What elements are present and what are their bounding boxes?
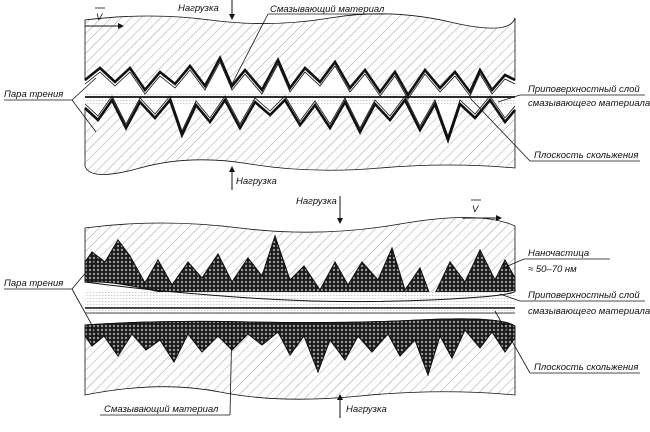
top-near-surface-leader — [497, 94, 521, 103]
top-near-surface-label-1: Приповерхностный слой — [528, 84, 640, 95]
bottom-friction-leader-up — [71, 257, 99, 290]
top-sliding-plane-leader — [469, 97, 531, 162]
bottom-bottom-load-label: Нагрузка — [346, 404, 387, 415]
top-lower-profile — [84, 97, 516, 144]
top-velocity-arrowhead — [118, 23, 124, 29]
top-upper-profile-inner — [84, 61, 516, 100]
bottom-friction-leader-down — [71, 288, 99, 337]
top-friction-leader-up — [71, 77, 97, 101]
bottom-top-load-label: Нагрузка — [296, 196, 337, 207]
bottom-bottom-load-arrowhead — [337, 394, 343, 400]
bottom-diagram: Нагрузка Нагрузка V Пара трения Наночаст… — [4, 196, 650, 418]
nanoparticles-label-1: Наночастица — [528, 248, 589, 259]
top-bottom-load-arrowhead — [229, 166, 235, 172]
bottom-lubricant-leader — [229, 321, 233, 416]
top-upper-profile — [84, 55, 516, 98]
top-velocity-label: V — [96, 12, 104, 23]
bottom-velocity-label: V — [472, 204, 480, 215]
bottom-near-surface-label-2: смазывающего материала — [528, 306, 650, 317]
bottom-lubricant-label: Смазывающий материал — [104, 404, 219, 415]
nanoparticles-label-2: ≈ 50–70 нм — [528, 264, 577, 275]
top-sliding-plane-label: Плоскость скольжения — [534, 150, 638, 161]
top-lubricant-label: Смазывающий материал — [270, 4, 385, 15]
top-friction-leader-down — [71, 99, 97, 133]
top-diagram: Нагрузка Нагрузка V Смазывающий материал… — [4, 0, 650, 190]
bottom-friction-pair-label: Пара трения — [4, 278, 63, 289]
bottom-near-surface-label-1: Приповерхностный слой — [528, 290, 640, 301]
bottom-lubricant-layer — [85, 292, 515, 314]
top-bottom-load-label: Нагрузка — [236, 176, 277, 187]
nanoparticles-leader — [502, 258, 525, 269]
top-lower-profile-inner — [84, 95, 516, 138]
bottom-near-surface-leader — [499, 293, 521, 302]
top-lubricant-leader — [231, 13, 269, 85]
top-near-surface-label-2: смазывающего материала — [528, 98, 650, 109]
top-lubricant-layer — [85, 92, 515, 106]
bottom-upper-lubricant-boundary — [84, 281, 516, 303]
top-friction-pair-label: Пара трения — [4, 89, 63, 100]
top-load-label: Нагрузка — [178, 3, 219, 14]
bottom-velocity-arrowhead — [496, 215, 502, 221]
bottom-lower-body — [84, 329, 516, 400]
bottom-sliding-plane-label: Плоскость скольжения — [534, 362, 638, 373]
top-load-arrowhead — [229, 14, 235, 20]
bottom-sliding-plane-leader — [494, 310, 531, 374]
bottom-top-load-arrowhead — [337, 218, 343, 224]
